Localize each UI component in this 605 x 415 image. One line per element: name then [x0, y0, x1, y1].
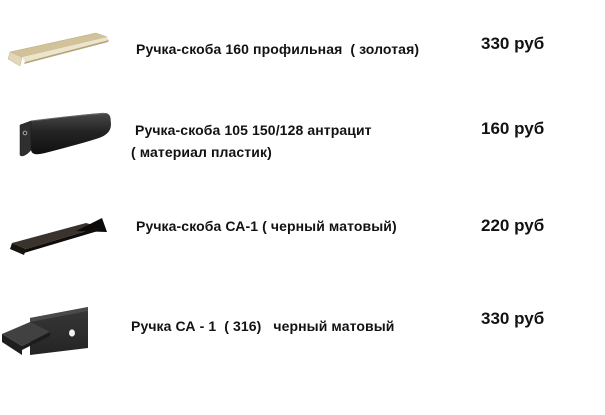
product-name: Ручка-скоба 105 150/128 антрацит ( матер…	[131, 122, 372, 160]
product-name: Ручка-скоба СА-1 ( черный матовый)	[136, 218, 397, 234]
product-price: 160 руб	[481, 119, 545, 138]
product-price: 330 руб	[481, 309, 545, 328]
anthracite-handle-image	[19, 112, 111, 157]
black-matte-l-bracket-handle-image	[2, 307, 88, 355]
product-price: 330 руб	[481, 34, 545, 53]
product-price: 220 руб	[481, 216, 545, 235]
gold-profile-handle-image	[8, 32, 109, 67]
product-name: Ручка-скоба 160 профильная ( золотая)	[136, 41, 420, 57]
black-matte-profile-handle-image	[10, 218, 107, 255]
product-name: Ручка СА - 1 ( 316) черный матовый	[131, 318, 395, 334]
mount-hole	[69, 329, 75, 337]
